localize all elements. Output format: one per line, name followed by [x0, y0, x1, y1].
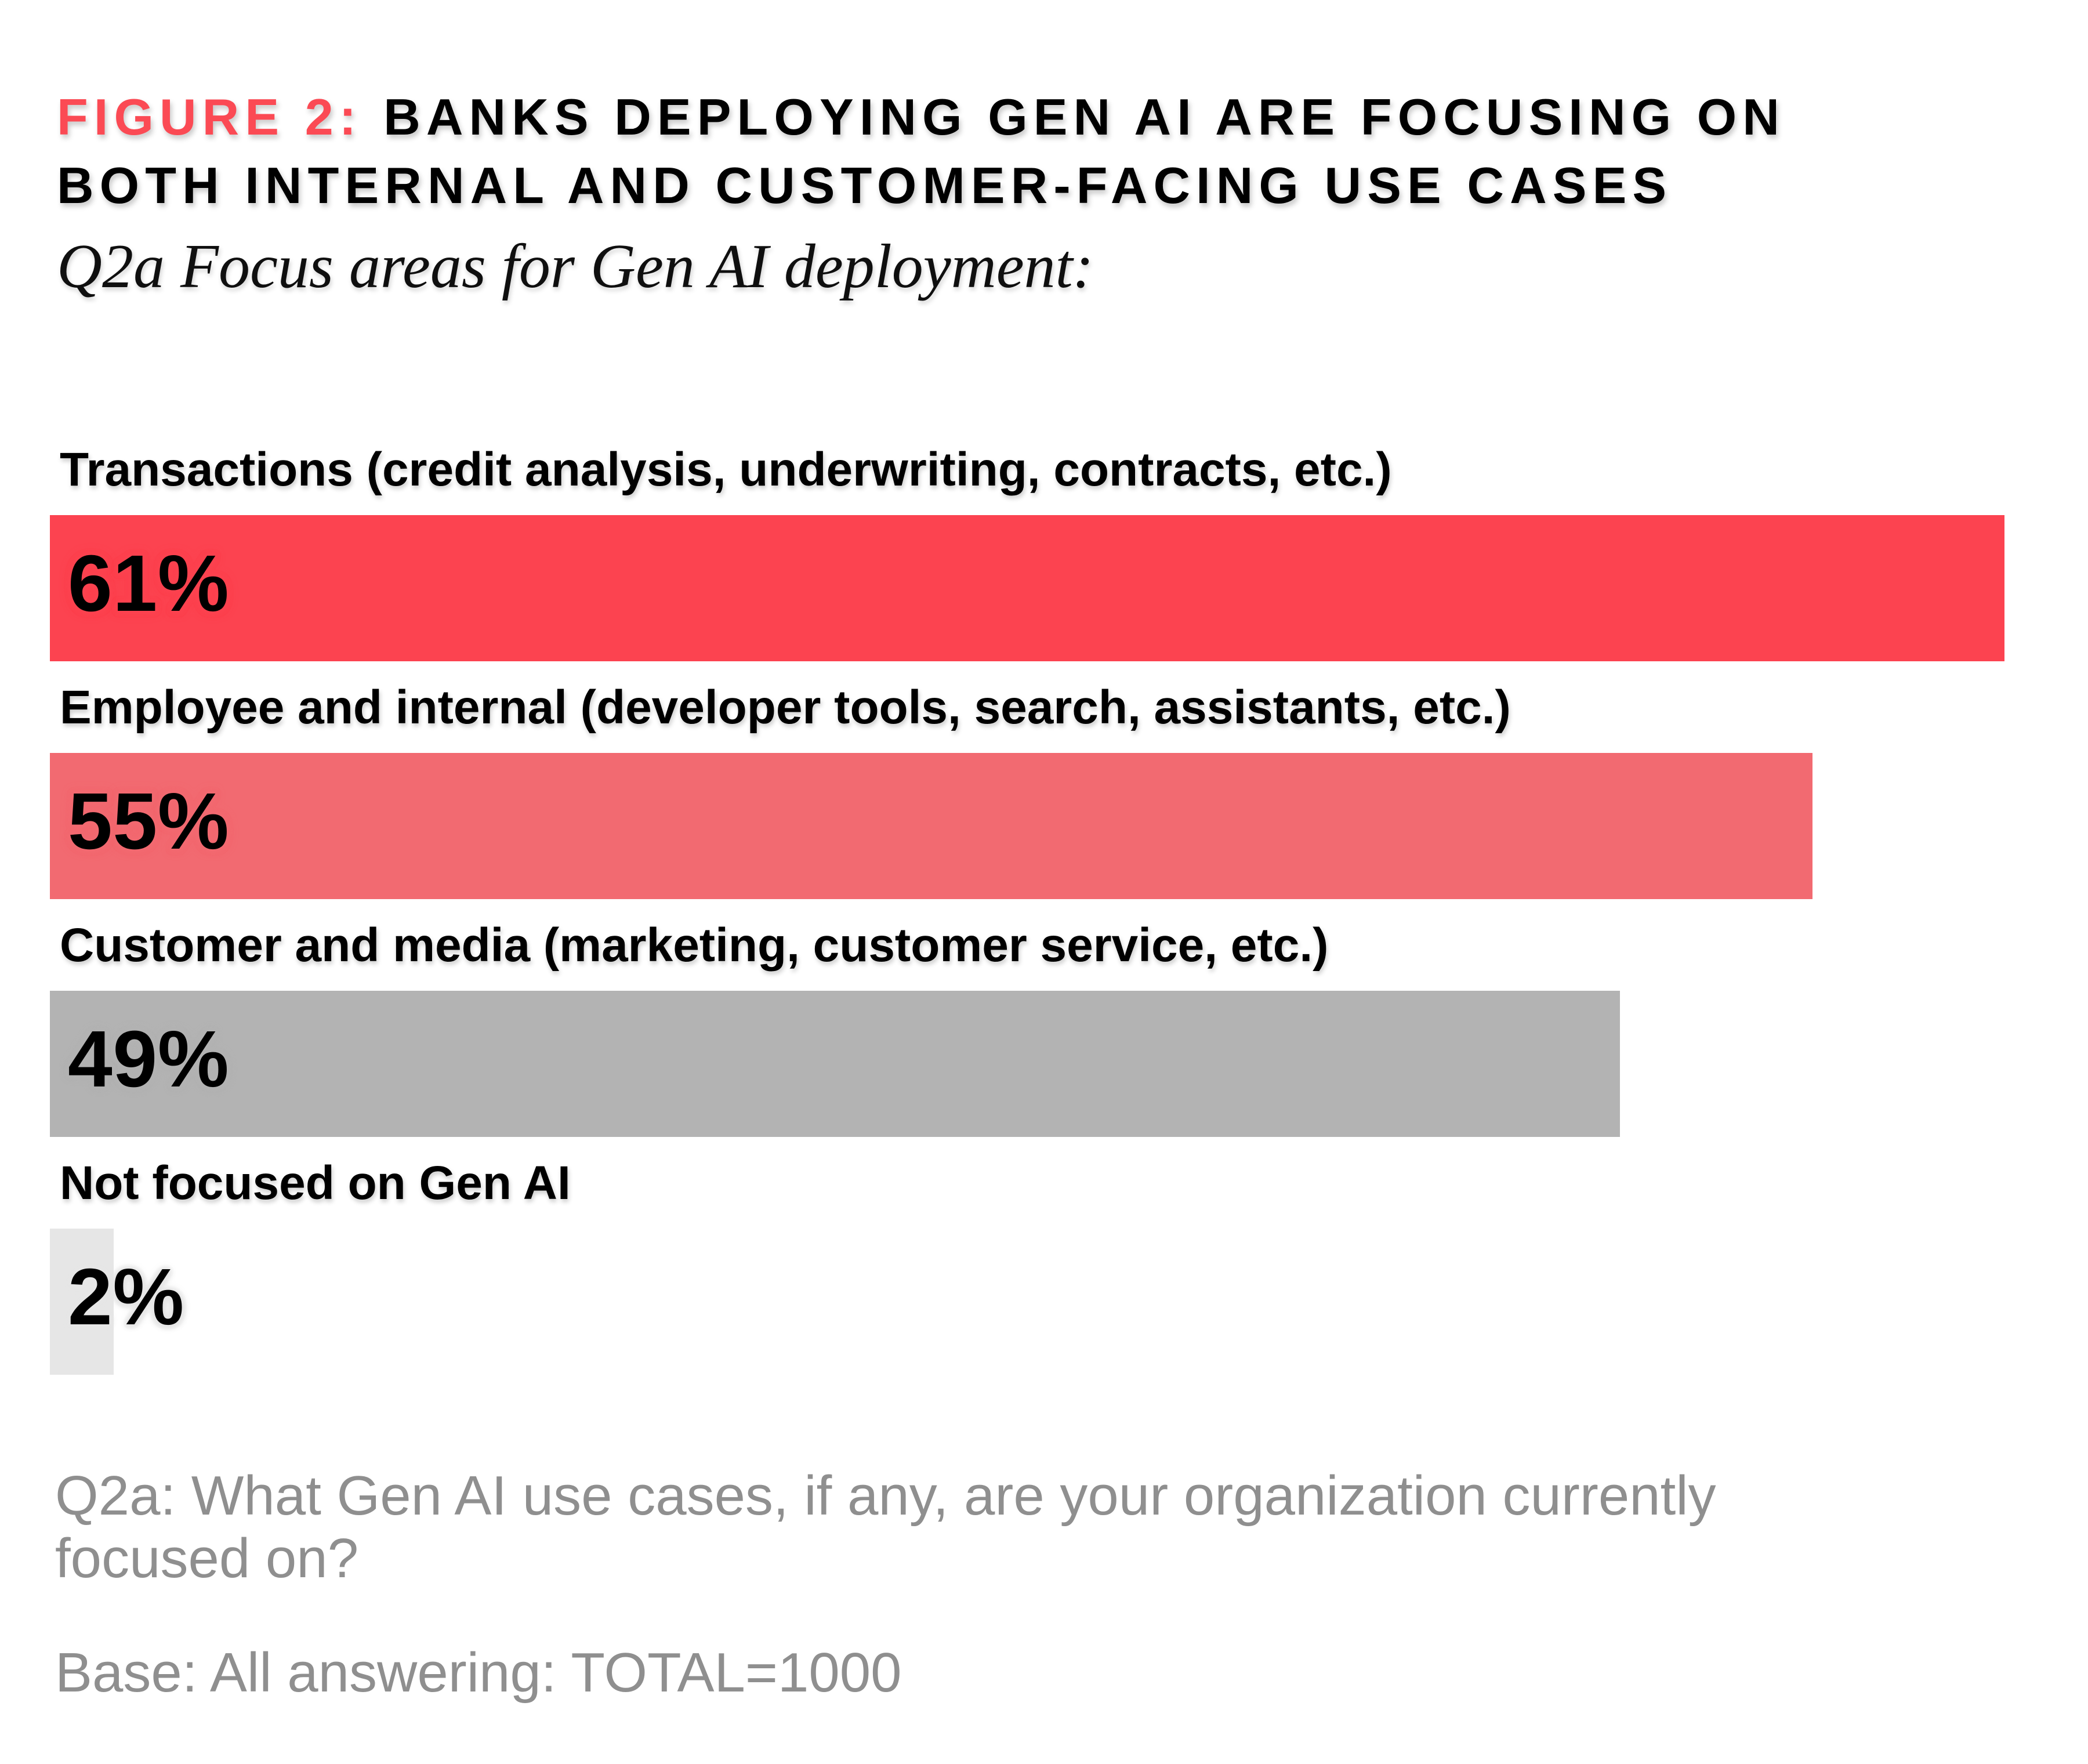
bar-customer-media: 49% [50, 991, 1621, 1137]
bar-category-label: Not focused on Gen AI [60, 1157, 571, 1209]
bar-employee-internal: 55% [50, 753, 1812, 899]
footnote-question-line2: focused on? [55, 1527, 359, 1589]
bar-category-label: Customer and media (marketing, customer … [60, 919, 1329, 972]
figure-title-line2: BOTH INTERNAL AND CUSTOMER-FACING USE CA… [57, 151, 1785, 220]
bar-value-label: 55% [68, 776, 230, 866]
bar-transactions: 61% [50, 515, 2004, 661]
figure-title: FIGURE 2: BANKS DEPLOYING GEN AI ARE FOCU… [57, 83, 1785, 220]
figure-number-label: FIGURE 2: [57, 88, 362, 146]
footnote-base: Base: All answering: TOTAL=1000 [55, 1642, 902, 1704]
chart-row-transactions: Transactions (credit analysis, underwrit… [50, 441, 2004, 661]
figure-footnotes: Q2a: What Gen AI use cases, if any, are … [55, 1465, 1716, 1704]
bar-chart: Transactions (credit analysis, underwrit… [50, 441, 2004, 1375]
figure-subtitle: Q2a Focus areas for Gen AI deployment: [57, 232, 1094, 301]
chart-row-customer-media: Customer and media (marketing, customer … [50, 917, 2004, 1137]
figure-title-line1: FIGURE 2: BANKS DEPLOYING GEN AI ARE FOCU… [57, 83, 1785, 151]
chart-row-not-focused: Not focused on Gen AI 2% [50, 1155, 2004, 1375]
figure-title-line1-text: BANKS DEPLOYING GEN AI ARE FOCUSING ON [383, 88, 1786, 146]
bar-value-label: 2% [68, 1252, 184, 1342]
figure-title-line2-text: BOTH INTERNAL AND CUSTOMER-FACING USE CA… [57, 156, 1673, 214]
bar-value-label: 61% [68, 538, 230, 628]
bar-value-label: 49% [68, 1014, 230, 1104]
bar-category-label: Transactions (credit analysis, underwrit… [60, 443, 1392, 496]
bar-not-focused: 2% [50, 1229, 184, 1375]
footnote-question-line1: Q2a: What Gen AI use cases, if any, are … [55, 1465, 1716, 1527]
bar-category-label: Employee and internal (developer tools, … [60, 681, 1511, 734]
chart-row-employee-internal: Employee and internal (developer tools, … [50, 679, 2004, 899]
